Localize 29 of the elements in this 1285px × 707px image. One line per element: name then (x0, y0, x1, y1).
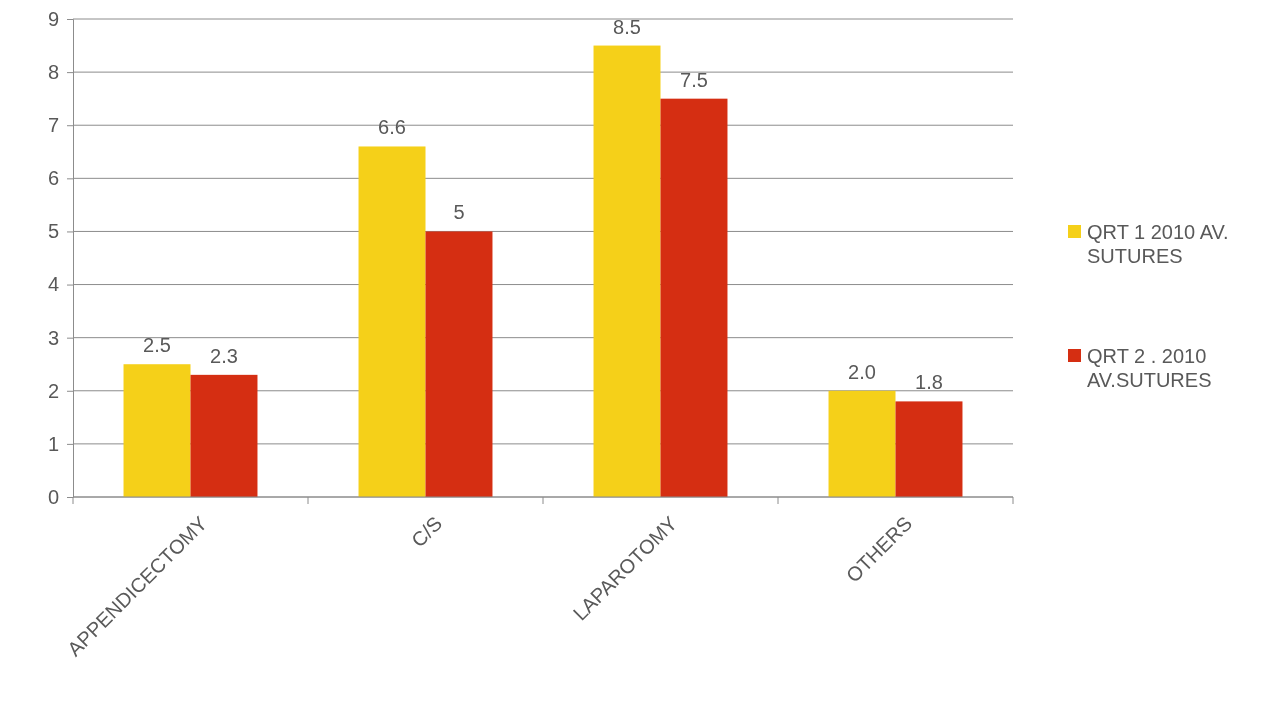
data-label: 2.5 (143, 334, 171, 357)
bar (660, 98, 728, 497)
y-tick-label: 1 (47, 432, 59, 455)
legend-label: QRT 2 . 2010 AV.SUTURES (1087, 345, 1212, 391)
y-tick-label: 2 (47, 379, 59, 402)
bar (190, 374, 258, 497)
legend-label: QRT 1 2010 AV. SUTURES (1087, 221, 1229, 267)
bar (425, 231, 493, 497)
data-label: 2.0 (848, 360, 876, 383)
bar (123, 364, 191, 497)
y-tick-label: 6 (47, 167, 59, 190)
x-tick-label: C/S (407, 512, 447, 552)
data-label: 2.3 (210, 344, 238, 367)
y-tick-label: 8 (47, 61, 59, 84)
bar (895, 401, 963, 497)
y-tick-label: 4 (47, 273, 59, 296)
bar (358, 146, 426, 497)
y-tick-label: 0 (47, 485, 59, 508)
data-label: 6.6 (378, 116, 406, 139)
data-label: 7.5 (680, 68, 708, 91)
y-tick-label: 3 (47, 326, 59, 349)
y-tick-label: 9 (47, 7, 59, 30)
y-tick-label: 5 (47, 220, 59, 243)
bar (828, 390, 896, 497)
data-label: 5 (453, 201, 465, 224)
data-label: 1.8 (915, 371, 943, 394)
bar (593, 45, 661, 497)
y-tick-label: 7 (47, 114, 59, 137)
data-label: 8.5 (613, 15, 641, 38)
